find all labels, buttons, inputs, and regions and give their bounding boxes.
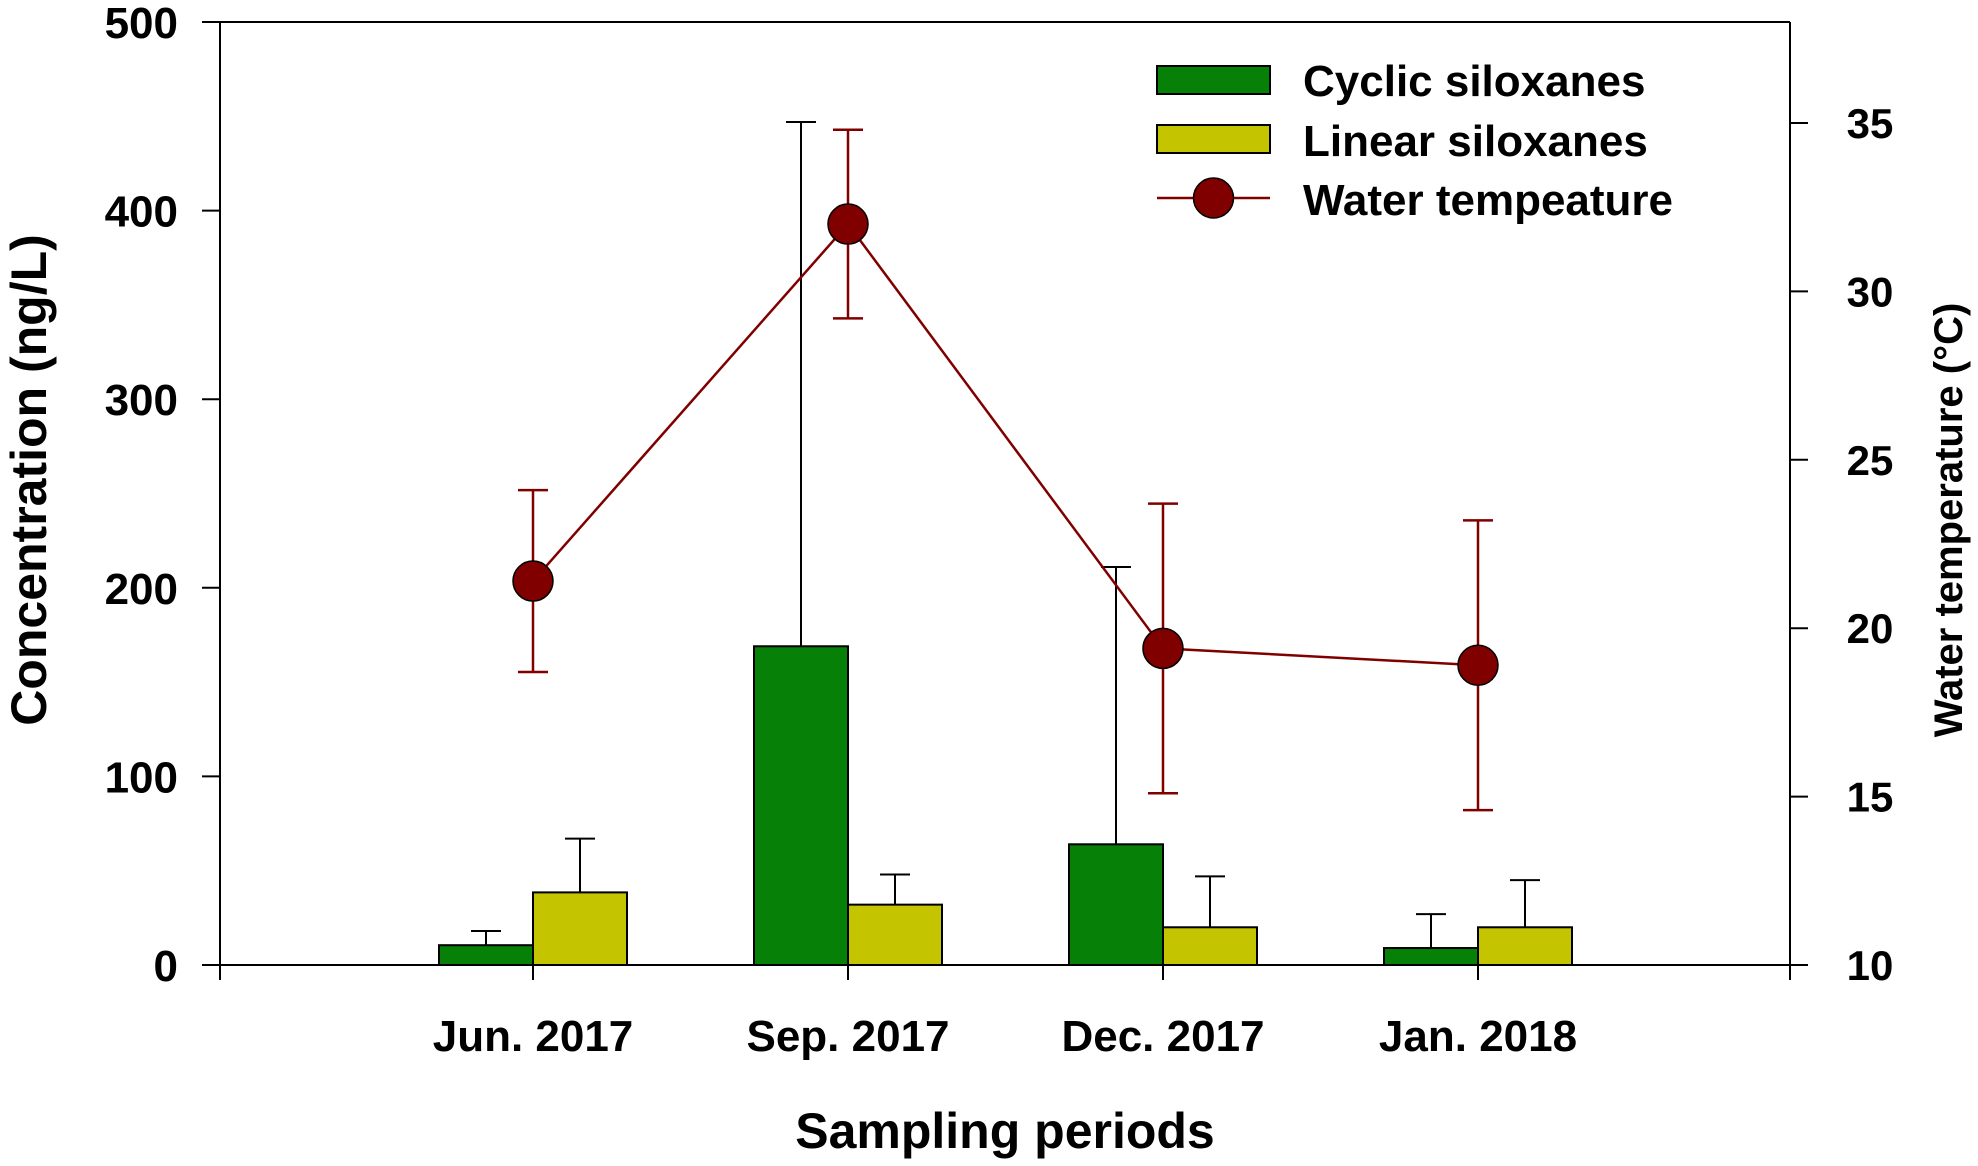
bar-cyclic-1	[753, 645, 849, 966]
y2-tick-label: 10	[1847, 942, 1894, 989]
x-tick-label: Dec. 2017	[1061, 1012, 1264, 1061]
bar-linear-1	[847, 903, 943, 967]
x-tick-label: Jun. 2017	[433, 1012, 634, 1061]
legend-label-linear: Linear siloxanes	[1303, 117, 1648, 166]
temperature-point-2	[1142, 627, 1184, 670]
legend-label-temperature: Water tempeature	[1303, 176, 1673, 225]
y2-tick-label: 20	[1847, 605, 1894, 652]
y2-tick-label: 25	[1847, 437, 1894, 484]
bar-linear-3	[1477, 926, 1573, 967]
y-tick-label: 200	[105, 565, 178, 614]
y2-tick-label: 35	[1847, 100, 1894, 147]
plot-marks	[438, 120, 1573, 967]
x-axis-title: Sampling periods	[795, 1103, 1215, 1159]
legend-label-cyclic: Cyclic siloxanes	[1303, 57, 1645, 106]
y-axis-title: Concentration (ng/L)	[1, 234, 57, 726]
y-tick-label: 0	[154, 942, 178, 991]
axes: 0 100 200 300 400 500 10 15 20 25 30 35 Jun. 2017 Sep…	[105, 0, 1894, 1061]
bar-linear-0	[532, 891, 628, 966]
legend-swatch-cyclic	[1156, 65, 1271, 95]
temperature-point-1	[827, 203, 869, 245]
temperature-point-3	[1457, 644, 1499, 686]
x-tick-label: Jan. 2018	[1379, 1012, 1577, 1061]
legend-marker-temperature	[1192, 177, 1235, 219]
x-tick-label: Sep. 2017	[746, 1012, 949, 1061]
y-tick-label: 100	[105, 753, 178, 802]
y-tick-label: 300	[105, 376, 178, 425]
y-tick-label: 500	[105, 0, 178, 48]
y-tick-label: 400	[105, 188, 178, 237]
temperature-line	[532, 222, 1479, 667]
legend-swatch-linear	[1156, 124, 1271, 154]
y2-tick-label: 15	[1847, 774, 1894, 821]
y2-axis-title: Water temperature (°C)	[1927, 303, 1971, 738]
bar-cyclic-0	[438, 944, 534, 967]
y2-tick-label: 30	[1847, 268, 1894, 315]
bar-linear-2	[1162, 926, 1258, 967]
legend: Cyclic siloxanes Linear siloxanes Water te…	[1156, 57, 1673, 225]
bar-cyclic-2	[1068, 843, 1164, 967]
temperature-point-0	[512, 560, 554, 602]
bar-cyclic-3	[1383, 947, 1479, 967]
